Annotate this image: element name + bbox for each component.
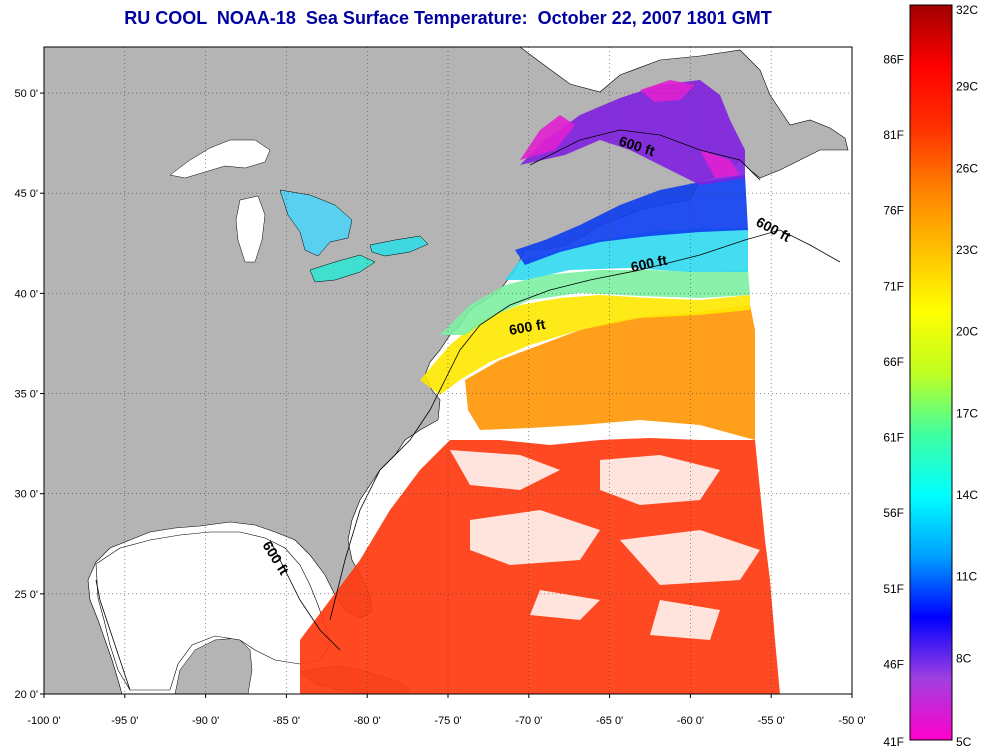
- colorbar-celsius-label: 5C: [956, 735, 972, 749]
- sst-blue-band: [515, 175, 748, 265]
- colorbar-fahrenheit-label: 71F: [883, 279, 904, 293]
- lake-ontario: [369, 235, 429, 257]
- map-content: [44, 47, 849, 694]
- longitude-tick-labels: -100 0' -95 0' -90 0' -85 0' -80 0' -75 0' -70…: [27, 694, 866, 727]
- latitude-tick-label: 20 0': [14, 689, 38, 701]
- colorbar-fahrenheit-labels: 86F 81F 76F 71F 66F 61F 56F 51F 46F 41F: [883, 52, 904, 749]
- latitude-tick-label: 25 0': [14, 589, 38, 601]
- colorbar-celsius-label: 17C: [956, 406, 978, 420]
- longitude-tick-label: -50 0': [838, 715, 865, 727]
- colorbar-fahrenheit-label: 76F: [883, 204, 904, 218]
- colorbar-celsius-label: 11C: [956, 570, 977, 584]
- colorbar-fahrenheit-label: 61F: [883, 431, 904, 445]
- sst-orange-band: [465, 305, 755, 440]
- colorbar-fahrenheit-label: 51F: [883, 582, 904, 596]
- sst-green-band: [440, 270, 750, 335]
- latitude-tick-label: 35 0': [14, 389, 38, 401]
- latitude-tick-label: 40 0': [14, 288, 38, 300]
- sst-purple-north: [520, 80, 745, 185]
- colorbar-celsius-label: 26C: [956, 161, 978, 175]
- colorbar-celsius-label: 29C: [956, 80, 978, 94]
- longitude-tick-label: -55 0': [758, 715, 785, 727]
- colorbar-celsius-label: 8C: [956, 651, 972, 665]
- florida-shelf-contour: [95, 579, 131, 691]
- shelf-contour-line: [269, 129, 841, 651]
- longitude-tick-label: -70 0': [515, 715, 542, 727]
- colorbar-celsius-label: 32C: [956, 3, 978, 17]
- colorbar-fahrenheit-label: 56F: [883, 506, 904, 520]
- sst-yellow-band: [420, 295, 750, 395]
- colorbar-fahrenheit-label: 46F: [883, 657, 904, 671]
- latitude-tick-label: 50 0': [14, 88, 38, 100]
- colorbar-celsius-label: 20C: [956, 325, 978, 339]
- colorbar-fahrenheit-label: 86F: [883, 52, 904, 66]
- longitude-tick-label: -100 0': [27, 715, 60, 727]
- latitude-tick-label: 30 0': [14, 489, 38, 501]
- latitude-tick-labels: 20 0' 25 0' 30 0' 35 0' 40 0' 45 0' 50 0': [14, 88, 44, 701]
- contour-label-600ft: 600 ft: [508, 316, 547, 338]
- longitude-tick-label: -60 0': [677, 715, 704, 727]
- colorbar-fahrenheit-label: 41F: [883, 735, 904, 749]
- map-grid: [44, 47, 852, 694]
- longitude-tick-label: -80 0': [354, 715, 381, 727]
- colorbar-fahrenheit-label: 66F: [883, 355, 904, 369]
- colorbar-celsius-label: 23C: [956, 243, 978, 257]
- lake-superior: [169, 139, 271, 179]
- sst-cyan-band: [505, 228, 748, 280]
- lake-michigan: [235, 195, 266, 263]
- map-title: RU COOL NOAA-18 Sea Surface Temperature:…: [124, 8, 772, 28]
- longitude-tick-label: -90 0': [192, 715, 219, 727]
- cloud-patches: [450, 450, 760, 640]
- colorbar-celsius-label: 14C: [956, 488, 978, 502]
- colorbar-celsius-labels: 32C 29C 26C 23C 20C 17C 14C 11C 8C 5C: [956, 3, 978, 749]
- lake-huron: [279, 189, 353, 257]
- longitude-tick-label: -65 0': [596, 715, 623, 727]
- sst-magenta-patches: [520, 80, 740, 178]
- longitude-tick-label: -95 0': [111, 715, 138, 727]
- contour-label-600ft: 600 ft: [629, 252, 668, 275]
- longitude-tick-label: -75 0': [434, 715, 461, 727]
- latitude-tick-label: 45 0': [14, 188, 38, 200]
- colorbar-fahrenheit-label: 81F: [883, 128, 904, 142]
- colorbar: [909, 4, 953, 741]
- longitude-tick-label: -85 0': [273, 715, 300, 727]
